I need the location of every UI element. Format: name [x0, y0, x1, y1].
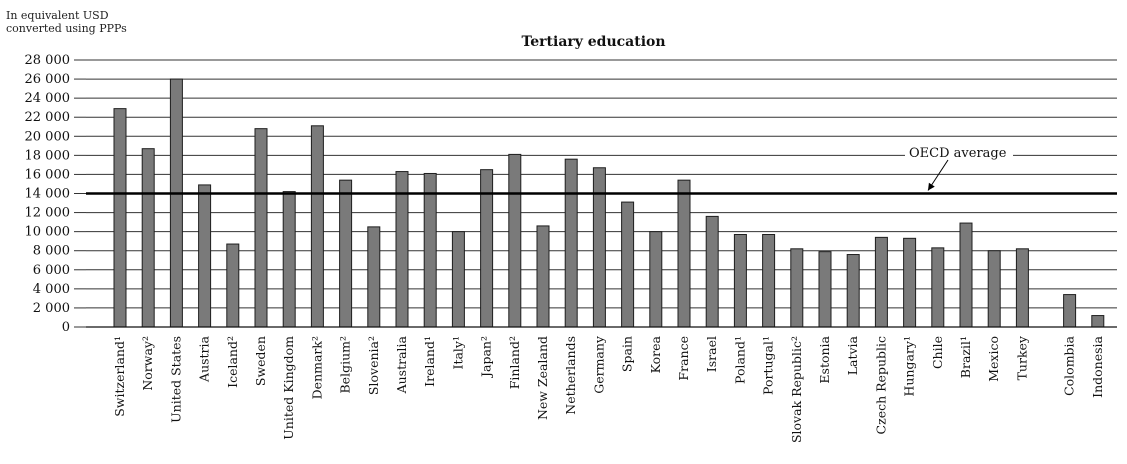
bar [141, 148, 155, 328]
y-tick-label: 4 000 [33, 282, 70, 297]
x-tick-label: Netherlands [563, 336, 578, 415]
bars [86, 78, 1117, 328]
bar [226, 243, 240, 328]
x-tick-label: Norway² [140, 336, 155, 391]
bar [987, 250, 1001, 328]
y-axis-label-line-2: converted using PPPs [6, 22, 127, 35]
y-tick-label: 20 000 [25, 129, 71, 144]
reference-label-bg [905, 143, 1013, 161]
y-tick-label: 14 000 [25, 187, 71, 202]
y-tick-label: 26 000 [25, 72, 71, 87]
bar [1091, 315, 1105, 328]
x-tick-label: Switzerland¹ [112, 336, 127, 417]
x-tick-label: Belgium² [338, 336, 353, 394]
x-tick-label: United Kingdom [281, 336, 296, 440]
bar [254, 128, 268, 328]
bar [903, 237, 917, 328]
bar [339, 179, 353, 328]
x-tick-label: France [676, 336, 691, 381]
bar [508, 153, 522, 328]
bar [423, 172, 437, 328]
bar [113, 108, 127, 328]
reference-label: OECD average [909, 146, 1007, 161]
x-tick-label: Germany [591, 335, 606, 394]
bar [1063, 294, 1077, 328]
x-tick-label: Slovak Republic² [789, 336, 804, 443]
bar [959, 222, 973, 328]
y-tick-label: 6 000 [33, 263, 70, 278]
y-tick-label: 10 000 [25, 225, 71, 240]
x-tick-label: Colombia [1062, 335, 1077, 395]
bar [874, 236, 888, 328]
x-tick-label: Poland¹ [732, 336, 747, 384]
x-tick-label: Denmark² [309, 336, 324, 399]
y-tick-label: 16 000 [25, 167, 71, 182]
y-tick-label: 22 000 [25, 110, 71, 125]
bar [649, 231, 663, 328]
bar [705, 215, 719, 328]
bar [790, 248, 804, 328]
bar [592, 167, 606, 328]
x-tick-label: Brazil¹ [958, 336, 973, 378]
x-tick-label: Indonesia [1090, 335, 1105, 397]
bar [451, 231, 465, 328]
bar [310, 125, 324, 328]
x-tick-label: Turkey [1014, 335, 1029, 380]
bar [621, 201, 635, 328]
y-tick-label: 12 000 [25, 206, 71, 221]
x-tick-label: Austria [197, 335, 212, 382]
x-axis-labels: Switzerland¹ Norway² United States Austria I… [112, 335, 1105, 443]
bar [733, 234, 747, 328]
bar [846, 254, 860, 328]
y-tick-label: 8 000 [33, 244, 70, 259]
bar [818, 251, 832, 328]
chart-title: Tertiary education [521, 34, 666, 50]
y-tick-label: 2 000 [33, 301, 70, 316]
x-tick-label: Japan² [479, 336, 494, 379]
y-tick-label: 0 [62, 320, 70, 335]
y-tick-label: 24 000 [25, 91, 71, 106]
x-tick-label: Czech Republic [873, 336, 888, 434]
reference-arrowhead [928, 182, 935, 191]
y-tick-label: 18 000 [25, 148, 71, 163]
x-tick-label: Korea [648, 335, 663, 373]
y-axis-label-line-1: In equivalent USD [6, 9, 109, 22]
bar [367, 226, 381, 328]
x-tick-label: Latvia [845, 335, 860, 375]
bar [395, 171, 409, 328]
bar [1015, 248, 1029, 328]
x-tick-label: Israel [704, 336, 719, 372]
bar [762, 234, 776, 328]
bar [564, 158, 578, 328]
x-tick-label: Iceland² [225, 336, 240, 388]
x-tick-label: Australia [394, 335, 409, 394]
x-tick-label: Italy¹ [450, 336, 465, 369]
x-tick-label: Estonia [817, 335, 832, 383]
bar [931, 247, 945, 328]
y-axis-ticks: 0 2 000 4 000 6 000 8 000 10 000 12 000 14 000 1… [25, 53, 86, 335]
bar [677, 179, 691, 328]
bar [198, 184, 212, 328]
oecd-average-line: OECD average [86, 143, 1117, 195]
x-tick-label: New Zealand [535, 336, 550, 420]
x-tick-label: Spain [620, 336, 635, 372]
bar [282, 191, 296, 328]
x-tick-label: Sweden [253, 336, 268, 386]
x-tick-label: United States [168, 336, 183, 423]
x-tick-label: Finland² [507, 336, 522, 389]
x-tick-label: Chile [930, 336, 945, 369]
x-tick-label: Slovenia² [366, 336, 381, 395]
x-tick-label: Portugal¹ [761, 336, 776, 395]
x-tick-label: Hungary¹ [902, 336, 917, 397]
x-tick-label: Ireland¹ [422, 336, 437, 387]
y-tick-label: 28 000 [25, 53, 71, 68]
bar [169, 78, 183, 328]
bar [536, 225, 550, 328]
x-tick-label: Mexico [986, 336, 1001, 382]
